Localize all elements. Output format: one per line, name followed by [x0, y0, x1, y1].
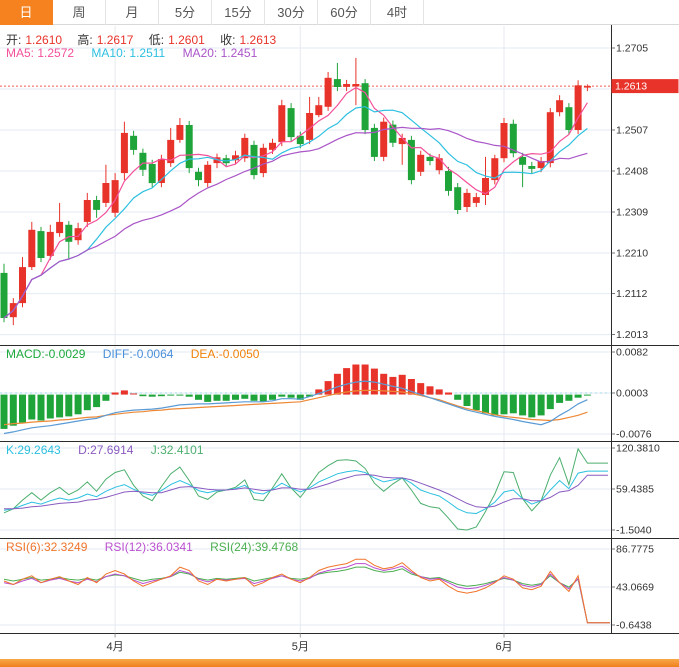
indicator-axis-label: 43.0669 — [616, 582, 654, 594]
indicator-axis-label: 59.4385 — [616, 484, 654, 496]
macd-panel — [0, 364, 591, 435]
price-axis-label: 1.2210 — [616, 248, 648, 260]
current-price-badge-text: 1.2613 — [615, 81, 647, 93]
indicator-axis-label: 120.3810 — [616, 443, 660, 455]
candlesticks — [0, 57, 591, 326]
tabbar-spacer — [424, 0, 679, 24]
j-line — [3, 447, 608, 531]
tab-1w[interactable]: 周 — [53, 0, 106, 25]
d-line — [4, 473, 608, 510]
tab-15m[interactable]: 15分 — [212, 0, 265, 25]
price-axis-label: 1.2309 — [616, 207, 648, 219]
k-line — [3, 469, 608, 515]
tab-4h[interactable]: 4时 — [371, 0, 424, 25]
month-label: 6月 — [495, 641, 512, 653]
price-axis-label: 1.2507 — [616, 125, 648, 137]
rsi6-line — [3, 558, 610, 624]
indicator-axis-label: -0.6438 — [616, 620, 652, 632]
price-axis-label: 1.2112 — [616, 288, 647, 300]
kdj-panel — [3, 447, 608, 531]
tab-1mo[interactable]: 月 — [106, 0, 159, 25]
indicator-axis-label: 86.7775 — [616, 544, 654, 556]
price-axis-label: 1.2013 — [616, 329, 648, 341]
tab-60m[interactable]: 60分 — [318, 0, 371, 25]
diff-line — [3, 380, 588, 435]
price-axis: 1.2705 1.2507 1.2408 1.2309 1.2210 1.2112 1.20… — [611, 43, 679, 632]
panel-frame — [0, 25, 679, 634]
price-axis-label: 1.2705 — [616, 43, 648, 55]
ma20-line — [3, 126, 588, 319]
price-axis-label: 1.2408 — [616, 166, 648, 178]
rsi24-line — [3, 566, 610, 624]
month-label: 4月 — [107, 641, 124, 653]
tab-5m[interactable]: 5分 — [159, 0, 212, 25]
rsi-panel — [3, 558, 610, 624]
rsi12-line — [3, 563, 610, 624]
indicator-axis-label: -1.5040 — [616, 525, 652, 537]
dea-line — [3, 389, 588, 426]
tab-30m[interactable]: 30分 — [265, 0, 318, 25]
tab-1d[interactable]: 日 — [0, 0, 53, 25]
current-price-badge — [611, 79, 679, 94]
gridlines — [0, 26, 611, 634]
indicator-axis-label: 0.0082 — [616, 347, 648, 359]
month-label: 5月 — [292, 641, 309, 653]
ma10-line — [3, 106, 588, 319]
indicator-axis-label: 0.0003 — [616, 388, 648, 400]
timeframe-tabs: 日 周 月 5分 15分 30分 60分 4时 — [0, 0, 679, 25]
ma5-line — [3, 86, 588, 319]
indicator-axis-label: -0.0076 — [616, 429, 652, 441]
time-axis: 4月 5月 6月 — [107, 633, 513, 653]
bottom-scroll-bar[interactable] — [0, 659, 679, 667]
